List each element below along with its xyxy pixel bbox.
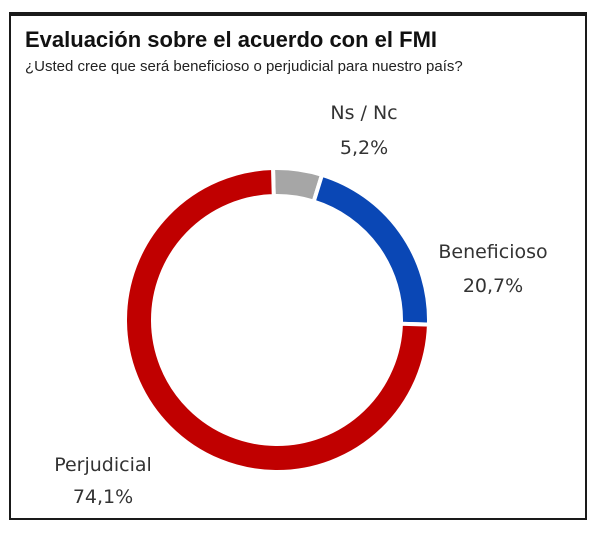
chart-subtitle: ¿Usted cree que será beneficioso o perju… (25, 58, 463, 75)
slice-name-ns-nc: Ns / Nc (330, 102, 397, 124)
slice-name-perjudicial: Perjudicial (54, 454, 152, 476)
slice-value-perjudicial: 74,1% (73, 486, 133, 508)
slice-labels: Ns / Nc 5,2% Beneficioso 20,7% Perjudici… (54, 102, 547, 508)
chart-title: Evaluación sobre el acuerdo con el FMI (25, 27, 438, 52)
chart-frame (9, 12, 587, 520)
slice-value-ns-nc: 5,2% (340, 137, 388, 159)
slice-name-beneficioso: Beneficioso (438, 241, 547, 263)
donut-slice-perjudicial (123, 165, 431, 474)
donut-slices (123, 165, 431, 474)
slice-value-beneficioso: 20,7% (463, 275, 523, 297)
donut-slice-beneficioso (311, 172, 431, 327)
